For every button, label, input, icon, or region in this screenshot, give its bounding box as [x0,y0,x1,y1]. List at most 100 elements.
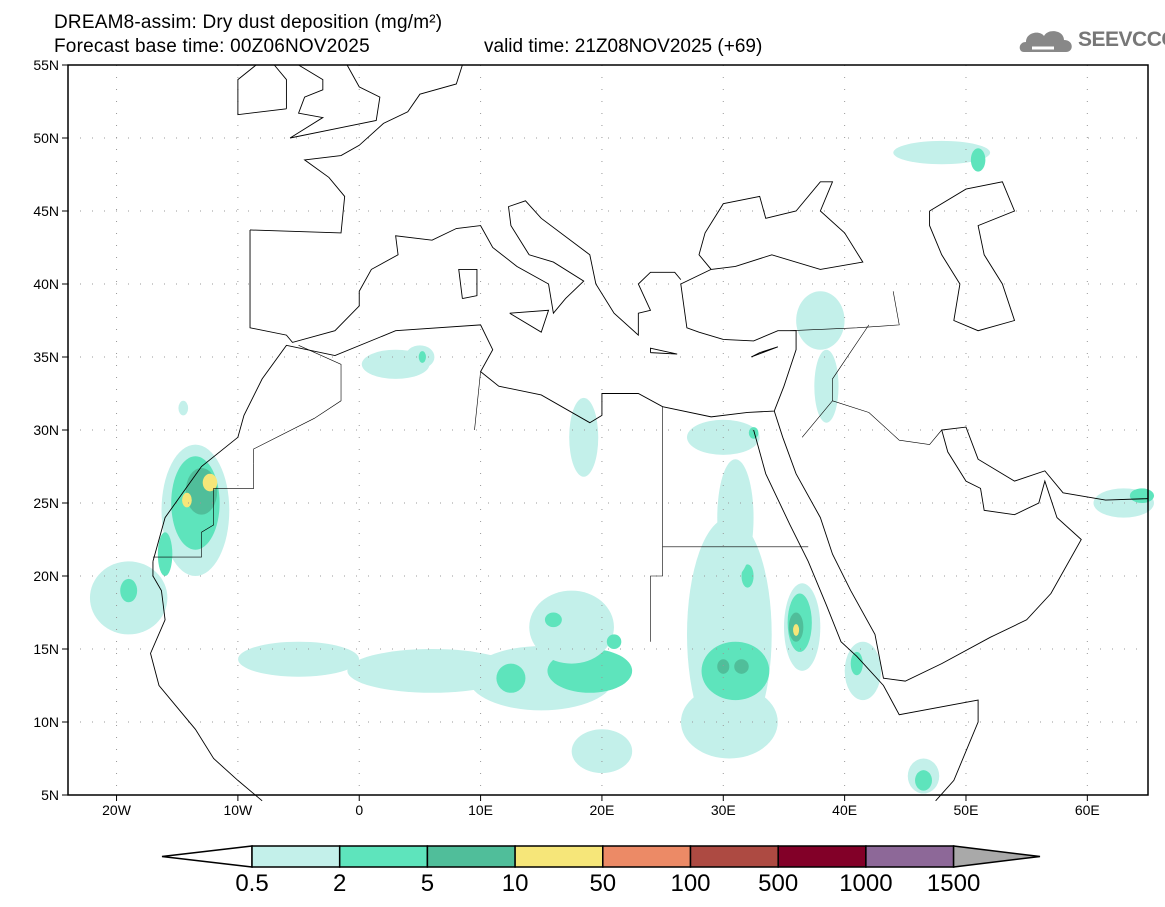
lat-label: 15N [33,641,59,657]
dust-patch-level-1 [814,349,839,423]
colorbar-under-arrow [161,845,253,868]
colorbar-swatch [689,845,779,868]
lat-label: 20N [33,568,59,584]
dust-patch-level-2 [741,564,754,588]
dust-patch-level-1 [238,641,360,677]
country-border [832,400,942,445]
colorbar-swatch [602,845,692,868]
dust-patch-level-3 [734,659,749,674]
colorbar-label: 1500 [926,870,981,897]
dust-patch-level-2 [1129,488,1155,504]
colorbar-swatch [514,845,604,868]
lat-label: 45N [33,203,59,219]
coastline [249,200,682,343]
colorbar-swatch [338,845,429,868]
coastline [237,64,287,116]
axis-ticks: 20W 10W 0 10E 20E 30E 40E 50E 60E 55N 50N 45N 40N 35N… [33,57,1099,818]
valid-time: valid time: 21Z08NOV2025 (+69) [484,36,763,57]
colorbar-label: 0.5 [235,870,269,897]
dust-patch-level-1 [571,729,633,774]
colorbar-label: 10 [501,870,529,897]
dust-patch-level-1 [178,400,189,416]
coastlines [150,64,1149,802]
dust-patch-level-2 [157,532,173,576]
coastline [458,268,478,300]
coastline [753,429,979,802]
coastline [289,64,381,139]
dust-layer [89,140,1155,794]
coastline [150,561,263,802]
lon-label: 50E [954,802,979,818]
dust-patch-level-1 [717,459,754,576]
country-border [474,371,481,431]
dust-patch-level-1 [893,140,991,165]
country-border [253,345,342,464]
base-time: Forecast base time: 00Z06NOV2025 [54,36,370,57]
dust-patch-level-2 [120,578,138,603]
dust-patch-level-1 [680,685,778,759]
lon-label: 10W [223,802,253,818]
coastline [289,64,325,139]
dust-patch-level-2 [915,770,932,791]
dust-patch-level-2 [748,427,759,439]
coastline [152,181,864,562]
dust-patch-level-1 [529,590,614,664]
dust-patch-level-2 [850,651,863,676]
coastline [650,347,678,355]
coastline [750,346,779,358]
dust-patch-level-1 [569,397,599,477]
seevccc-logo: SEEVCCC [1018,24,1165,58]
lon-label: 0 [355,802,363,818]
colorbar-swatch [426,845,516,868]
dust-patch-level-2 [418,351,426,363]
coastline [929,181,1016,332]
dust-patch-level-2 [496,663,526,693]
lon-label: 40E [832,802,857,818]
country-border [152,463,254,558]
coastline [250,64,463,234]
dust-patch-level-2 [606,634,622,649]
chart-title: DREAM8-assim: Dry dust deposition (mg/m²… [54,12,443,33]
country-border [790,291,900,332]
logo-text: SEEVCCC [1078,28,1165,51]
dust-patch-level-2 [970,148,986,172]
lon-label: 20E [589,802,614,818]
lon-label: 30E [711,802,736,818]
lon-label: 20W [102,802,132,818]
cloud-icon [1019,31,1072,52]
colorbar-label: 500 [758,870,799,897]
coastline [273,64,287,109]
coastline [773,410,1149,682]
lat-label: 10N [33,714,59,730]
lat-label: 40N [33,276,59,292]
country-border [801,324,870,438]
colorbar-label: 50 [589,870,617,897]
colorbar-label: 1000 [839,870,893,897]
lat-label: 5N [41,787,59,803]
colorbar [161,845,1041,868]
colorbar-swatch [777,845,867,868]
lat-label: 50N [33,130,59,146]
dust-patch-level-4 [182,492,192,508]
colorbar-over-arrow [952,845,1041,868]
colorbar-label: 100 [670,870,711,897]
colorbar-swatch [251,845,341,868]
colorbar-label: 5 [420,870,435,897]
lat-label: 25N [33,495,59,511]
colorbar-label: 2 [333,870,347,897]
lon-label: 10E [468,802,493,818]
dust-patch-level-1 [796,291,845,350]
dust-patch-level-2 [701,641,770,701]
lat-label: 30N [33,422,59,438]
dust-patch-level-2 [544,612,562,628]
coastline [509,309,550,333]
colorbar-swatch [865,845,955,868]
dust-patch-level-4 [202,473,218,492]
lat-label: 55N [33,57,59,73]
dust-patch-level-4 [793,624,800,636]
country-border [650,546,663,642]
dust-patch-level-3 [717,659,730,674]
lat-label: 35N [33,349,59,365]
lon-label: 60E [1075,802,1100,818]
